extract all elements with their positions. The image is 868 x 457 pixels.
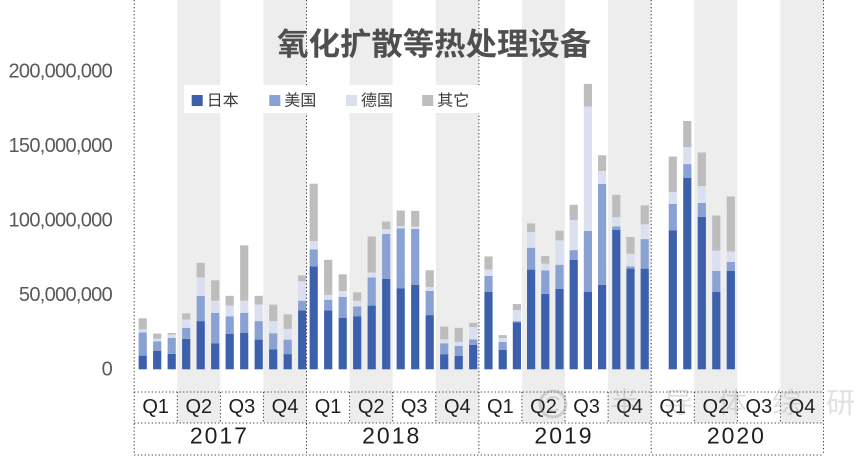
svg-text:Q2: Q2 bbox=[358, 396, 385, 418]
svg-text:2017: 2017 bbox=[190, 423, 249, 449]
svg-text:2018: 2018 bbox=[362, 423, 421, 449]
svg-text:2019: 2019 bbox=[534, 423, 593, 449]
svg-text:Q1: Q1 bbox=[315, 396, 342, 418]
svg-text:Q3: Q3 bbox=[229, 396, 256, 418]
svg-text:Q2: Q2 bbox=[702, 396, 729, 418]
svg-text:Q3: Q3 bbox=[746, 396, 773, 418]
svg-text:Q4: Q4 bbox=[444, 396, 471, 418]
svg-text:Q4: Q4 bbox=[272, 396, 299, 418]
svg-text:Q2: Q2 bbox=[530, 396, 557, 418]
svg-text:Q1: Q1 bbox=[142, 396, 169, 418]
svg-text:2020: 2020 bbox=[707, 423, 766, 449]
svg-text:100,000,000: 100,000,000 bbox=[8, 210, 112, 232]
svg-text:Q2: Q2 bbox=[185, 396, 212, 418]
svg-text:Q1: Q1 bbox=[659, 396, 686, 418]
svg-text:150,000,000: 150,000,000 bbox=[8, 135, 112, 157]
svg-text:Q1: Q1 bbox=[487, 396, 514, 418]
svg-text:0: 0 bbox=[102, 359, 113, 381]
svg-text:50,000,000: 50,000,000 bbox=[19, 284, 113, 306]
svg-text:200,000,000: 200,000,000 bbox=[8, 60, 112, 82]
svg-text:Q3: Q3 bbox=[573, 396, 600, 418]
svg-text:Q4: Q4 bbox=[789, 396, 816, 418]
svg-text:Q3: Q3 bbox=[401, 396, 428, 418]
svg-text:Q4: Q4 bbox=[616, 396, 643, 418]
